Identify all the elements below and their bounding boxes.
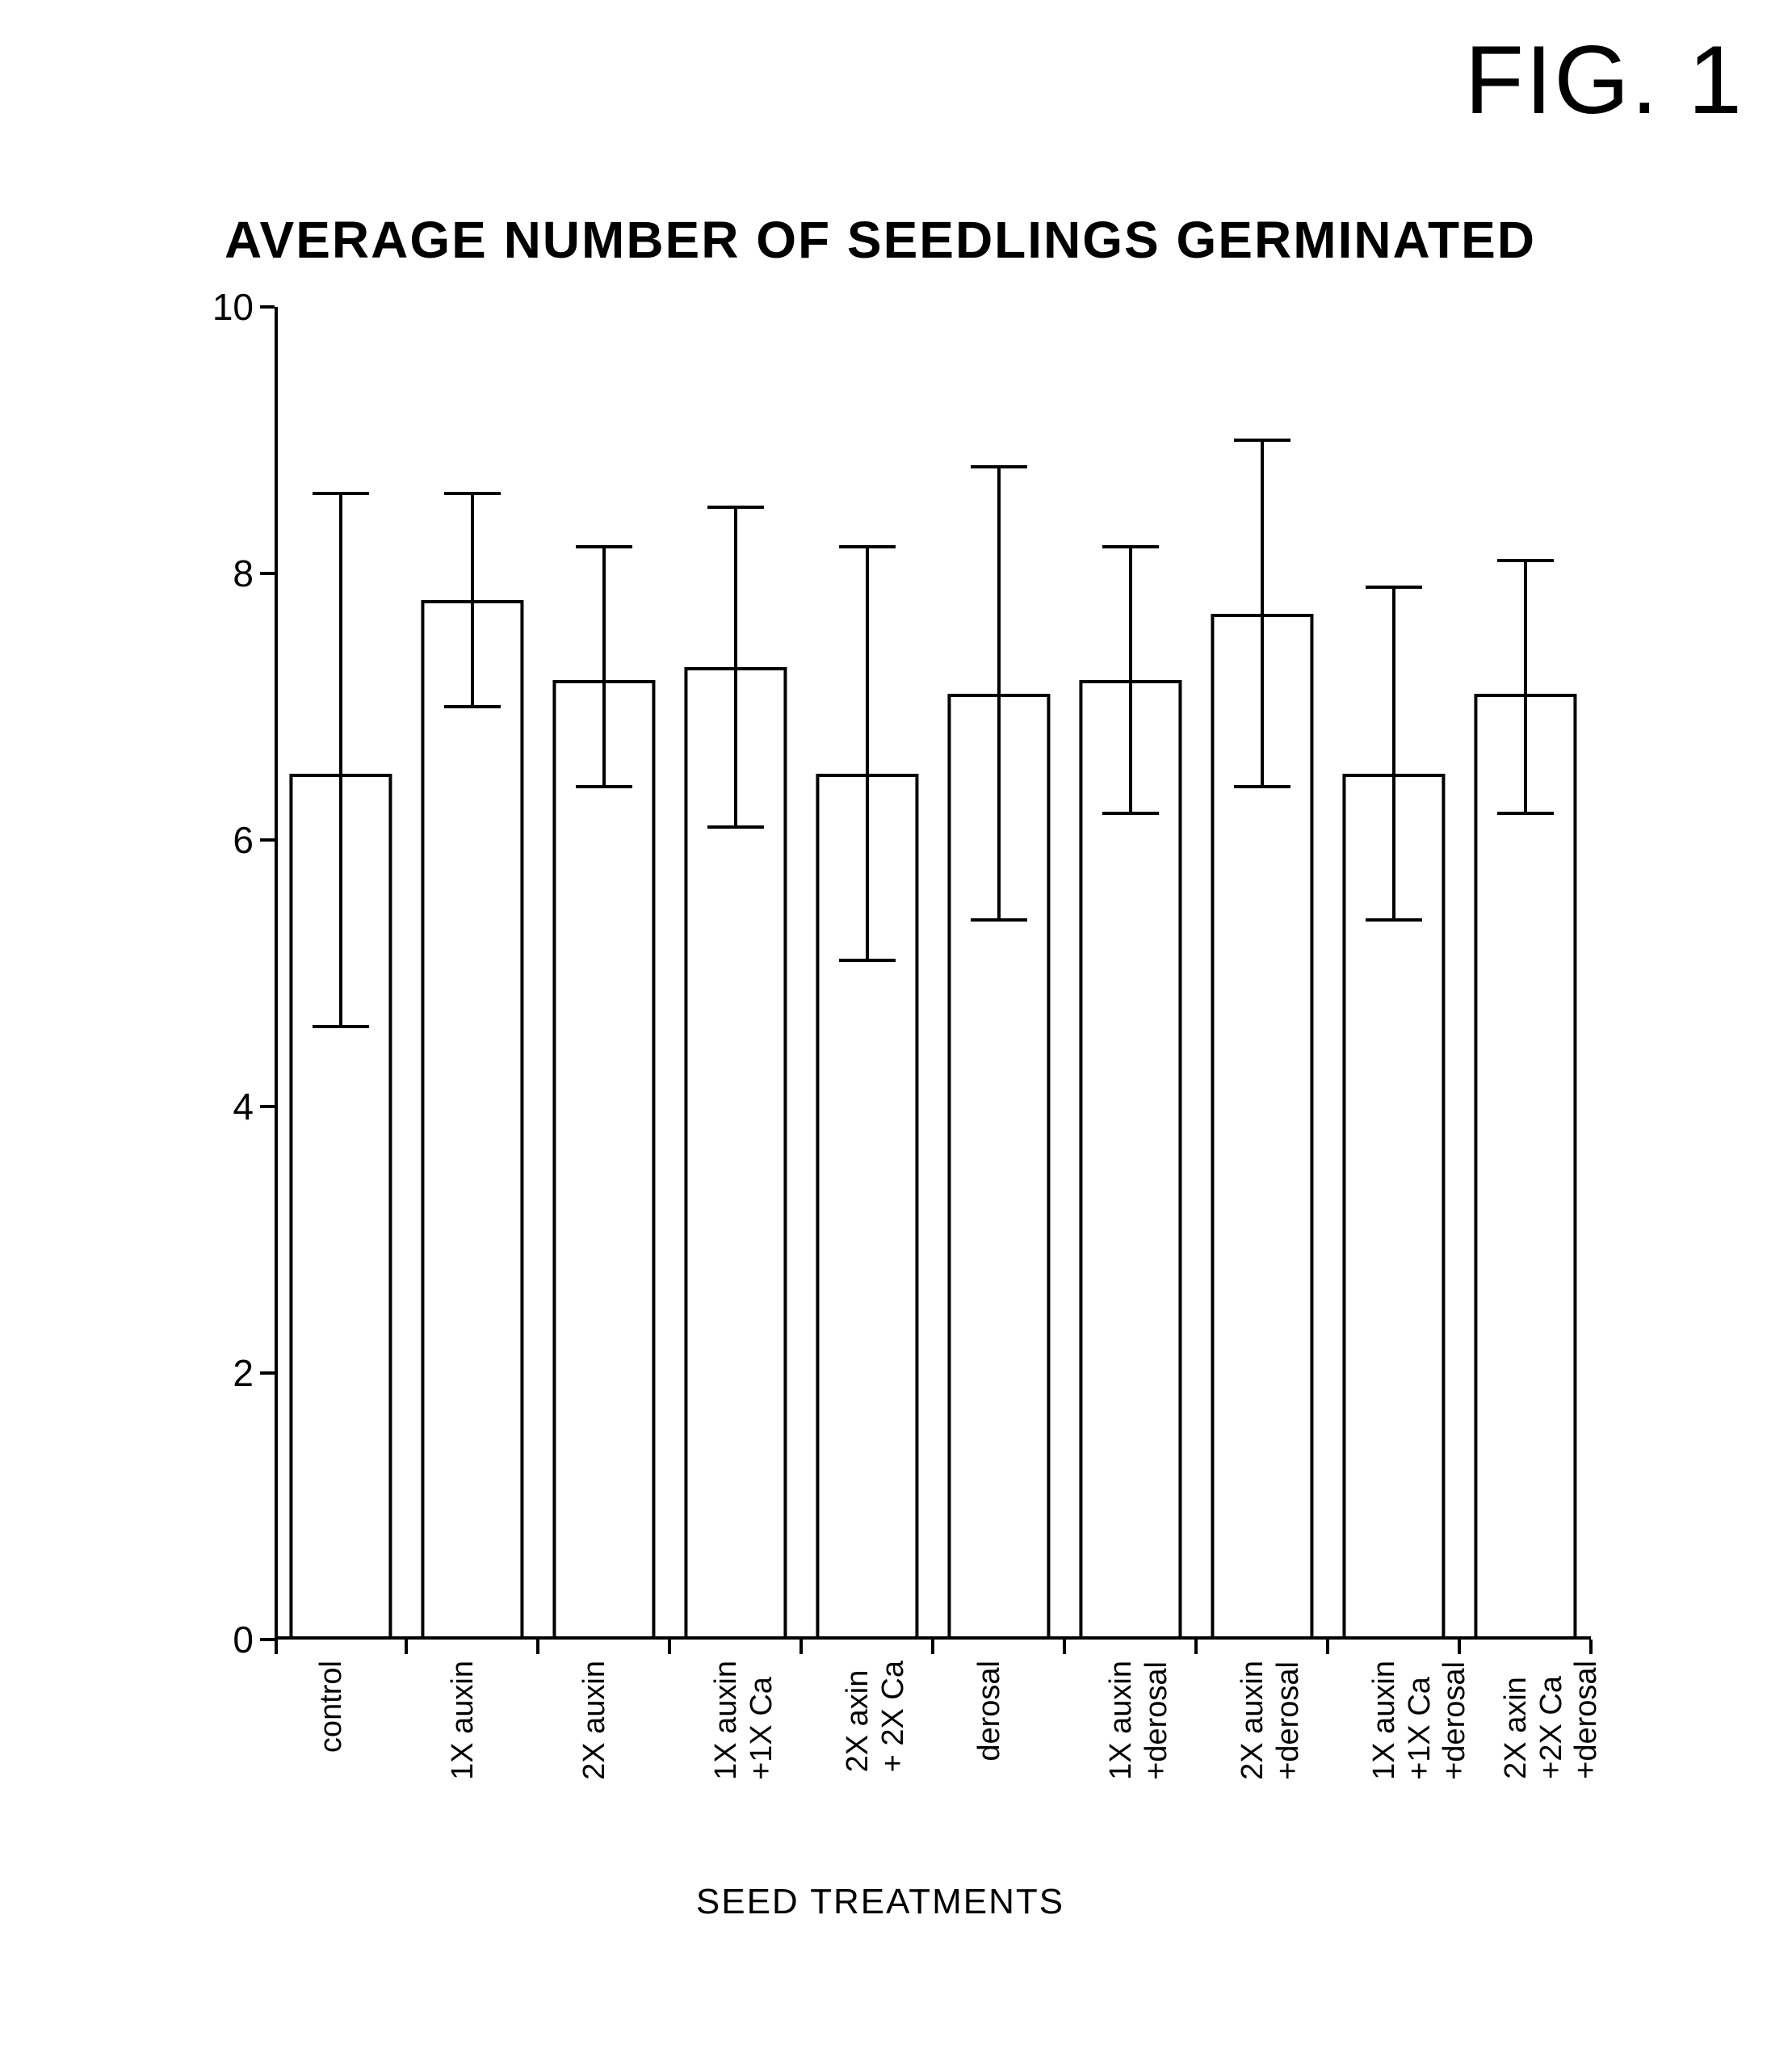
bar-slot (538, 307, 669, 1640)
error-cap-bottom (1234, 785, 1290, 788)
error-cap-top (971, 465, 1027, 468)
error-cap-top (576, 545, 632, 548)
error-cap-top (313, 492, 369, 495)
error-bar (1261, 440, 1264, 787)
error-bar (339, 493, 342, 1027)
x-tick-label: 1X auxin +derosal (1104, 1661, 1174, 1780)
error-cap-top (1234, 439, 1290, 442)
x-axis-label: SEED TREATMENTS (696, 1882, 1064, 1922)
x-tick (1194, 1640, 1198, 1654)
error-bar (734, 507, 737, 827)
chart-title: AVERAGE NUMBER OF SEEDLINGS GERMINATED (225, 210, 1536, 270)
x-tick-label: control (314, 1661, 350, 1753)
bar-slot (1196, 307, 1328, 1640)
y-tick-label: 4 (233, 1085, 254, 1128)
bar (1474, 694, 1576, 1640)
x-tick (536, 1640, 539, 1654)
x-tick (1589, 1640, 1593, 1654)
error-bar (1392, 587, 1395, 921)
error-bar (997, 467, 1001, 920)
bar (1079, 680, 1181, 1640)
x-tick (668, 1640, 671, 1654)
x-tick (931, 1640, 934, 1654)
bar (552, 680, 655, 1640)
bar-slot (1459, 307, 1591, 1640)
x-tick-label: 1X auxin +1X Ca (709, 1661, 779, 1780)
x-tick (1326, 1640, 1329, 1654)
x-tick-label: 1X auxin +1X Ca +derosal (1367, 1661, 1473, 1780)
x-tick-label: 2X axin + 2X Ca (841, 1661, 911, 1772)
error-cap-bottom (971, 918, 1027, 922)
error-cap-bottom (707, 825, 764, 829)
error-bar (866, 547, 869, 960)
y-tick (260, 572, 275, 575)
bar-slot (801, 307, 933, 1640)
error-cap-top (707, 506, 764, 509)
error-cap-bottom (444, 705, 501, 708)
bar-slot (933, 307, 1064, 1640)
bars-container: control1X auxin2X auxin1X auxin +1X Ca2X… (275, 307, 1591, 1640)
error-bar (602, 547, 606, 787)
error-bar (1129, 547, 1132, 813)
error-cap-bottom (1366, 918, 1422, 922)
y-tick-label: 10 (212, 285, 254, 329)
bar-slot (275, 307, 406, 1640)
x-tick-label: 1X auxin (446, 1661, 481, 1780)
y-tick (260, 838, 275, 842)
x-tick-label: 2X axin +2X Ca +derosal (1499, 1661, 1605, 1779)
error-cap-bottom (1102, 812, 1159, 815)
y-tick (260, 1638, 275, 1641)
y-tick (260, 1105, 275, 1108)
y-tick-label: 6 (233, 818, 254, 862)
error-cap-top (1497, 559, 1554, 562)
x-tick-label: derosal (972, 1661, 1008, 1762)
error-cap-bottom (839, 959, 896, 962)
bar-slot (406, 307, 538, 1640)
error-cap-top (444, 492, 501, 495)
x-tick (799, 1640, 803, 1654)
error-bar (471, 493, 474, 707)
bar-slot (1064, 307, 1196, 1640)
error-cap-top (1102, 545, 1159, 548)
plot-area: control1X auxin2X auxin1X auxin +1X Ca2X… (275, 307, 1591, 1640)
x-tick (275, 1640, 278, 1654)
error-cap-bottom (576, 785, 632, 788)
y-tick (260, 305, 275, 309)
bar-slot (669, 307, 801, 1640)
y-tick-label: 2 (233, 1351, 254, 1395)
error-cap-top (1366, 586, 1422, 589)
error-cap-top (839, 545, 896, 548)
x-tick (1458, 1640, 1461, 1654)
error-bar (1524, 561, 1527, 814)
x-tick-label: 2X auxin +derosal (1236, 1661, 1306, 1780)
x-tick (1063, 1640, 1066, 1654)
y-tick-label: 8 (233, 552, 254, 595)
germination-chart: AVERAGE NUMBER OF SEEDLINGS GERMINATED N… (145, 210, 1615, 1906)
bar-slot (1328, 307, 1459, 1640)
error-cap-bottom (1497, 812, 1554, 815)
x-tick-label: 2X auxin (577, 1661, 613, 1780)
error-cap-bottom (313, 1025, 369, 1028)
y-tick (260, 1371, 275, 1375)
bar (421, 600, 523, 1640)
y-tick-label: 0 (233, 1618, 254, 1661)
x-tick (405, 1640, 408, 1654)
figure-label: FIG. 1 (1465, 24, 1744, 136)
